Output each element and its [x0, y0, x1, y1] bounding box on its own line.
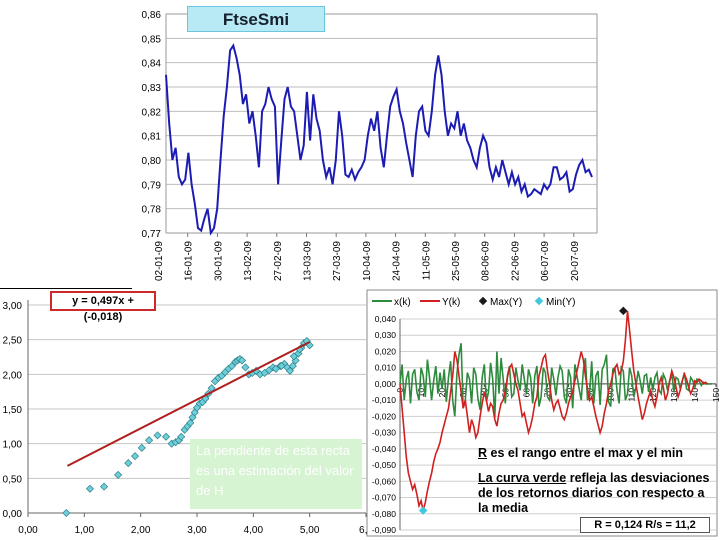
range-note-text: es el rango entre el max y el min — [487, 446, 683, 460]
slope-note: La pendiente de esta recta es una estima… — [190, 439, 362, 509]
ftse-x-tick-label: 24-04-09 — [392, 241, 403, 281]
scatter-point — [131, 453, 138, 460]
rs-y-tick-label: 0,020 — [375, 346, 397, 356]
rs-y-tick-label: -0,060 — [372, 476, 396, 486]
scatter-point — [86, 485, 93, 492]
scatter-y-tick-label: 3,00 — [3, 301, 23, 312]
rs-y-tick-label: 0,010 — [375, 363, 397, 373]
rs-y-tick-label: -0,030 — [372, 428, 396, 438]
ftse-x-tick-label: 22-06-09 — [510, 241, 521, 281]
scatter-x-tick-label: 2,00 — [131, 525, 151, 536]
ftse-x-tick-label: 13-03-09 — [303, 241, 314, 281]
range-note: R es el rango entre el max y el min — [478, 446, 718, 461]
rs-stat-box: R = 0,124 R/s = 11,2 — [580, 517, 710, 533]
ftse-x-tick-label: 30-01-09 — [213, 241, 224, 281]
ftse-y-tick-label: 0,81 — [142, 132, 162, 143]
scatter-point — [146, 437, 153, 444]
scatter-y-tick-label: 0,50 — [3, 474, 23, 485]
rs-y-tick-label: -0,020 — [372, 411, 396, 421]
rs-y-tick-label: -0,010 — [372, 395, 396, 405]
ftse-y-tick-label: 0,86 — [142, 10, 162, 21]
green-curve-note: La curva verde refleja las desviaciones … — [478, 471, 710, 516]
ftse-y-tick-label: 0,82 — [142, 107, 162, 118]
legend-label: x(k) — [394, 297, 411, 308]
ftse-x-tick-label: 10-04-09 — [362, 241, 373, 281]
scatter-x-tick-label: 3,00 — [187, 525, 207, 536]
legend-label: Y(k) — [442, 297, 460, 308]
scatter-x-tick-label: 4,00 — [244, 525, 264, 536]
scatter-y-tick-label: 2,00 — [3, 370, 23, 381]
rs-y-tick-label: 0,000 — [375, 379, 397, 389]
scatter-point — [242, 364, 249, 371]
ftse-x-tick-label: 27-03-09 — [332, 241, 343, 281]
ftse-x-tick-label: 16-01-09 — [184, 241, 195, 281]
ftse-chart-title: FtseSmi — [187, 6, 325, 32]
scatter-point — [138, 444, 145, 451]
ftse-x-tick-label: 13-02-09 — [243, 241, 254, 281]
scatter-y-tick-label: 1,00 — [3, 440, 23, 451]
scatter-x-tick-label: 1,00 — [75, 525, 95, 536]
scatter-point — [63, 509, 70, 516]
ftse-x-axis: 02-01-09 16-01-09 30-01-09 13-02-09 27-02-09… — [154, 241, 581, 281]
rs-y-tick-label: -0,050 — [372, 460, 396, 470]
ftse-series-line — [166, 46, 592, 233]
range-note-r: R — [478, 446, 487, 460]
rs-x-tick-label: 150 — [711, 388, 720, 402]
legend-label: Max(Y) — [490, 297, 522, 308]
ftse-x-tick-label: 20-07-09 — [570, 241, 581, 281]
ftse-y-tick-label: 0,79 — [142, 180, 162, 191]
ftse-y-tick-label: 0,80 — [142, 156, 162, 167]
rs-y-tick-label: -0,080 — [372, 509, 396, 519]
scatter-point — [154, 432, 161, 439]
rs-y-tick-label: 0,030 — [375, 330, 397, 340]
ftse-x-tick-label: 11-05-09 — [421, 241, 432, 281]
ftse-y-tick-label: 0,77 — [142, 229, 162, 240]
ftse-y-tick-label: 0,78 — [142, 205, 162, 216]
ftse-x-tick-label: 25-05-09 — [451, 241, 462, 281]
rs-y-tick-label: -0,070 — [372, 493, 396, 503]
rs-y-tick-label: -0,040 — [372, 444, 396, 454]
rs-y-tick-label: -0,090 — [372, 525, 396, 535]
scatter-point — [125, 460, 132, 467]
scatter-y-tick-label: 1,50 — [3, 405, 23, 416]
scatter-x-tick-label: 0,00 — [18, 525, 38, 536]
ftse-y-tick-label: 0,83 — [142, 83, 162, 94]
ftse-x-tick-label: 27-02-09 — [273, 241, 284, 281]
ftse-x-tick-label: 06-07-09 — [540, 241, 551, 281]
divider-line — [0, 288, 132, 289]
scatter-y-tick-label: 0,00 — [3, 509, 23, 520]
scatter-point — [101, 483, 108, 490]
ftse-x-tick-label: 02-01-09 — [154, 241, 165, 281]
ftse-plot-border — [166, 14, 597, 233]
ftse-y-tick-label: 0,84 — [142, 59, 162, 70]
ftse-y-axis: 0,77 0,78 0,79 0,80 0,81 0,82 0,83 0,84 0,85 0,86 — [142, 10, 162, 240]
scatter-point — [162, 433, 169, 440]
ftse-x-tick-label: 08-06-09 — [481, 241, 492, 281]
regression-equation: y = 0,497x + (-0,018) — [50, 291, 156, 311]
legend-label: Min(Y) — [546, 297, 575, 308]
green-curve-note-label: La curva verde — [478, 471, 566, 485]
ftse-y-tick-label: 0,85 — [142, 34, 162, 45]
scatter-x-tick-label: 5,00 — [300, 525, 320, 536]
scatter-point — [115, 471, 122, 478]
rs-y-tick-label: 0,040 — [375, 314, 397, 324]
scatter-y-tick-label: 2,50 — [3, 336, 23, 347]
